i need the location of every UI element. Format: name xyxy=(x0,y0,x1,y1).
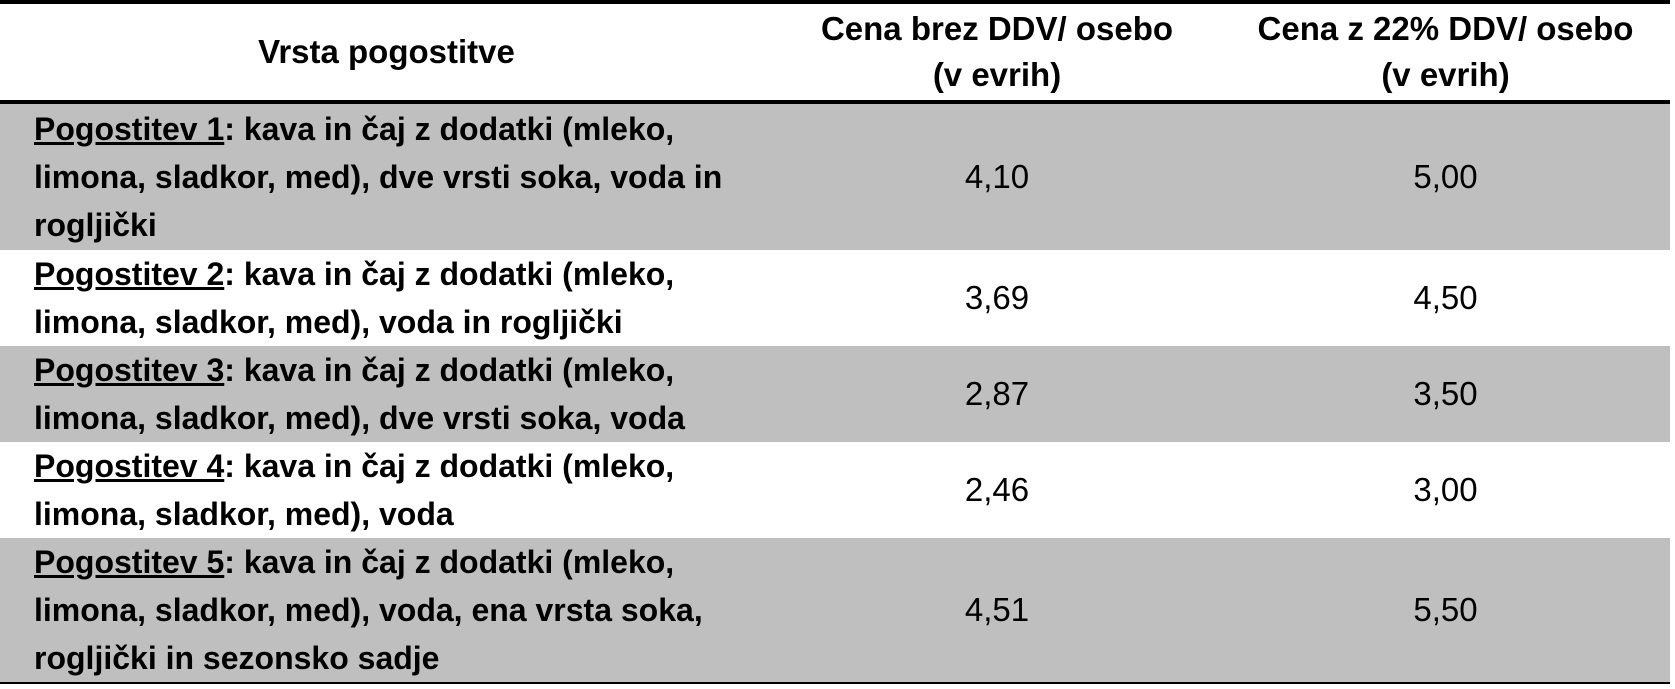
table-row: Pogostitev 2: kava in čaj z dodatki (mle… xyxy=(0,250,1670,346)
package-name: Pogostitev 5 xyxy=(34,544,225,580)
table-row: Pogostitev 3: kava in čaj z dodatki (mle… xyxy=(0,346,1670,442)
header-price-with-vat: Cena z 22% DDV/ osebo (v evrih) xyxy=(1221,2,1670,102)
header-price-no-vat-line-2: (v evrih) xyxy=(932,56,1062,93)
package-contents: : kava in čaj z dodatki (mleko, limona, … xyxy=(34,256,675,340)
row-description: Pogostitev 4: kava in čaj z dodatki (mle… xyxy=(0,442,773,538)
table-row: Pogostitev 4: kava in čaj z dodatki (mle… xyxy=(0,442,1670,538)
package-name: Pogostitev 1 xyxy=(34,111,225,147)
package-name: Pogostitev 2 xyxy=(34,256,225,292)
row-description: Pogostitev 5: kava in čaj z dodatki (mle… xyxy=(0,538,773,683)
row-description: Pogostitev 2: kava in čaj z dodatki (mle… xyxy=(0,250,773,346)
header-price-with-vat-line-2: (v evrih) xyxy=(1381,56,1510,93)
table-header-row: Vrsta pogostitve Cena brez DDV/ osebo (v… xyxy=(0,2,1670,102)
row-description: Pogostitev 3: kava in čaj z dodatki (mle… xyxy=(0,346,773,442)
table-row: Pogostitev 1: kava in čaj z dodatki (mle… xyxy=(0,102,1670,250)
header-price-with-vat-line-1: Cena z 22% DDV/ osebo xyxy=(1257,10,1634,47)
package-contents: : kava in čaj z dodatki (mleko, limona, … xyxy=(34,448,675,532)
header-type: Vrsta pogostitve xyxy=(0,2,773,102)
row-description: Pogostitev 1: kava in čaj z dodatki (mle… xyxy=(0,102,773,250)
price-no-vat: 3,69 xyxy=(964,279,1030,316)
price-no-vat: 4,51 xyxy=(964,591,1030,628)
price-with-vat: 5,00 xyxy=(1413,158,1478,195)
price-no-vat: 4,10 xyxy=(964,158,1030,195)
package-contents: : kava in čaj z dodatki (mleko, limona, … xyxy=(34,544,703,676)
package-name: Pogostitev 4 xyxy=(34,448,225,484)
price-no-vat: 2,87 xyxy=(964,375,1030,412)
header-price-no-vat-line-1: Cena brez DDV/ osebo xyxy=(820,10,1174,47)
package-contents: : kava in čaj z dodatki (mleko, limona, … xyxy=(34,352,685,436)
package-name: Pogostitev 3 xyxy=(34,352,225,388)
header-price-no-vat: Cena brez DDV/ osebo (v evrih) xyxy=(773,2,1221,102)
package-contents: : kava in čaj z dodatki (mleko, limona, … xyxy=(34,111,723,243)
price-with-vat: 4,50 xyxy=(1413,279,1478,316)
price-with-vat: 3,00 xyxy=(1413,471,1478,508)
header-type-label: Vrsta pogostitve xyxy=(258,33,515,70)
price-with-vat: 5,50 xyxy=(1413,591,1478,628)
price-with-vat: 3,50 xyxy=(1413,375,1478,412)
table-row: Pogostitev 5: kava in čaj z dodatki (mle… xyxy=(0,538,1670,683)
price-no-vat: 2,46 xyxy=(964,471,1030,508)
